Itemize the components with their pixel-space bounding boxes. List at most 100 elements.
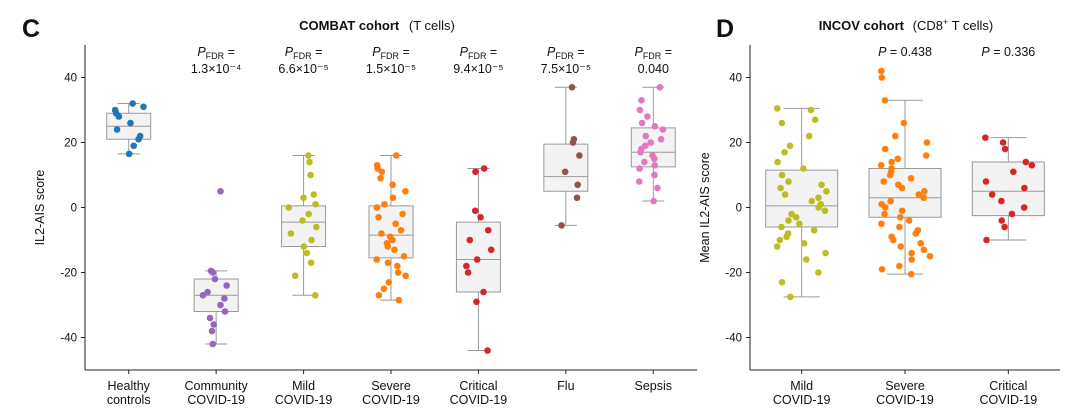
p-symbol: P (372, 45, 381, 59)
incov-category-label: Critical (989, 379, 1027, 393)
p-symbol: P (285, 45, 294, 59)
combat-data-point (113, 126, 121, 133)
combat-data-point (651, 161, 659, 169)
incov-data-point (926, 252, 934, 260)
incov-data-point (923, 139, 931, 146)
combat-data-point (377, 174, 384, 182)
incov-data-point (1028, 161, 1036, 169)
combat-data-point (305, 210, 312, 218)
combat-pvalue-heading: PFDR = (285, 45, 323, 61)
incov-data-point (877, 161, 885, 169)
incov-data-point (785, 178, 792, 185)
combat-data-point (206, 314, 214, 322)
panel-d-title: INCOV cohort (CD8+ T cells) (819, 17, 994, 33)
equals-sign: = (661, 45, 672, 59)
combat-data-point (397, 226, 405, 234)
combat-pvalue: 9.4×10⁻⁵ (453, 62, 503, 76)
combat-category-label: COVID-19 (275, 393, 333, 407)
combat-y-axis-label: IL2-AIS score (33, 170, 47, 246)
incov-data-point (907, 174, 915, 182)
combat-data-point (638, 119, 646, 127)
combat-data-point (642, 132, 650, 140)
incov-data-point (1008, 210, 1016, 218)
incov-data-point (896, 262, 903, 270)
incov-y-tick-label: 0 (736, 203, 742, 215)
fdr-subscript: FDR (206, 51, 225, 61)
combat-category-label: Healthy (108, 379, 151, 393)
combat-data-point (378, 230, 385, 237)
combat-data-point (394, 269, 402, 276)
incov-data-point (785, 217, 792, 224)
incov-data-point (983, 236, 990, 244)
combat-pvalue-heading: PFDR = (547, 45, 585, 61)
incov-data-point (891, 132, 899, 140)
incov-data-point (778, 278, 786, 286)
equals-sign: = (312, 45, 323, 59)
combat-data-point (285, 204, 293, 211)
combat-data-point (211, 275, 219, 283)
combat-y-tick-label: 20 (64, 138, 77, 150)
combat-data-point (378, 168, 386, 176)
incov-data-point (773, 105, 781, 112)
combat-data-point (127, 119, 134, 127)
combat-data-point (464, 269, 472, 276)
combat-data-point (574, 181, 581, 189)
incov-data-point (878, 67, 885, 75)
incov-category-label: Severe (885, 379, 925, 393)
incov-data-point (800, 239, 808, 247)
combat-category-label: COVID-19 (450, 393, 508, 407)
incov-data-point (878, 220, 885, 228)
incov-data-point (803, 256, 810, 263)
combat-y-tick-label: 40 (64, 73, 77, 85)
fdr-subscript: FDR (643, 51, 662, 61)
combat-data-point (221, 295, 228, 302)
combat-data-point (310, 191, 318, 198)
combat-pvalue-heading: PFDR = (634, 45, 672, 61)
incov-category-label: COVID-19 (773, 393, 831, 407)
incov-data-point (988, 191, 996, 198)
incov-data-point (774, 158, 781, 166)
combat-data-point (392, 220, 399, 228)
combat-data-point (402, 272, 410, 280)
combat-data-point (651, 171, 658, 179)
incov-data-point (808, 197, 816, 205)
panel-c-letter: C (22, 15, 40, 43)
incov-data-point (783, 233, 790, 241)
combat-data-point (568, 83, 576, 91)
combat-pvalue: 7.5×10⁻⁵ (541, 62, 591, 76)
combat-data-point (463, 262, 470, 270)
combat-data-point (204, 288, 211, 296)
incov-box (971, 161, 1045, 217)
incov-data-point (781, 191, 789, 198)
p-symbol: P (547, 45, 556, 59)
incov-data-point (896, 213, 904, 221)
combat-box (543, 143, 589, 192)
incov-data-point (886, 171, 894, 179)
incov-data-point (898, 207, 906, 215)
fdr-subscript: FDR (468, 51, 487, 61)
incov-data-point (998, 217, 1006, 224)
combat-category-label: Critical (459, 379, 497, 393)
equals-sign: = (486, 45, 497, 59)
incov-data-point (811, 116, 819, 124)
incov-data-point (778, 171, 786, 179)
combat-category-label: Severe (371, 379, 411, 393)
combat-y-tick-label: -20 (60, 268, 77, 280)
combat-category-label: controls (107, 393, 151, 407)
combat-data-point (391, 246, 398, 254)
combat-pvalue-heading: PFDR = (372, 45, 410, 61)
incov-data-point (1001, 223, 1008, 231)
incov-data-point (781, 148, 788, 156)
combat-data-point (140, 103, 147, 111)
incov-category-label: COVID-19 (876, 393, 934, 407)
incov-data-point (773, 243, 781, 250)
combat-data-point (217, 301, 224, 309)
combat-data-point (307, 259, 315, 267)
incov-data-point (998, 197, 1005, 205)
combat-data-point (375, 213, 382, 221)
incov-data-point (907, 270, 915, 278)
combat-data-point (389, 236, 396, 244)
combat-data-point (657, 135, 665, 143)
combat-y-tick-label: 0 (71, 203, 77, 215)
